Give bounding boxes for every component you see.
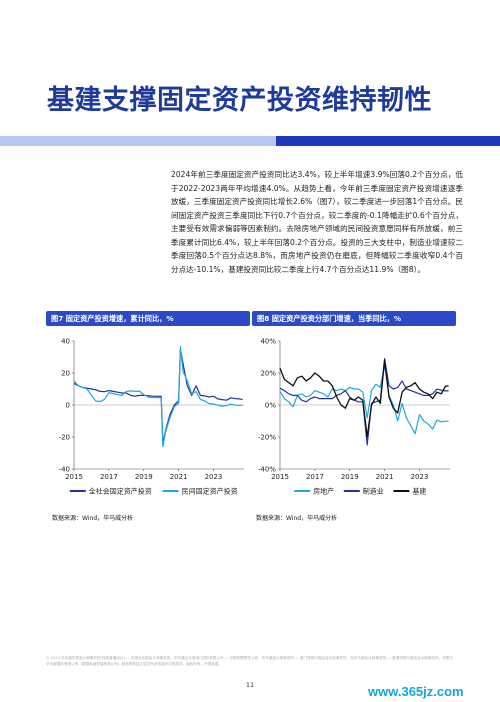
figure-7-chart: -40 -20 0 20 40 2015 2017 2019 2021 2023 全社会固定资产投资… — [59, 338, 244, 496]
y-tick-label: -20 — [59, 434, 70, 442]
y-tick-label: -40% — [258, 466, 276, 474]
title-rule-light — [0, 136, 276, 146]
figure-8-chart: -40% -20% 0% 20% 40% 2015 2017 2019 2021 2023 房地产 制… — [258, 338, 450, 496]
page-title: 基建支撑固定资产投资维持韧性 — [47, 85, 432, 116]
y-tick-label: 20% — [260, 370, 276, 378]
figure-8: 图8 固定资产投资分部门增速，当季同比，% -40% -20% 0% 20% 40% 20… — [252, 311, 456, 514]
series-line-3 — [279, 359, 449, 438]
figure-7-caption: 图7 固定资产投资增速，累计同比，% — [46, 311, 250, 326]
legend-label-2: 制造业 — [363, 487, 384, 496]
legal-footer: © 2024 毕马威华振会计师事务所(特殊普通合伙) — 中国合伙制会计师事务所… — [46, 656, 454, 666]
figure-8-caption: 图8 固定资产投资分部门增速，当季同比，% — [252, 311, 456, 326]
x-tick-label: 2019 — [341, 473, 359, 481]
series-line-1 — [73, 348, 243, 445]
x-tick-label: 2015 — [65, 473, 83, 481]
y-tick-label: -40 — [59, 466, 70, 474]
y-tick-label: 20 — [61, 370, 70, 378]
x-tick-label: 2017 — [306, 473, 324, 481]
legend-label-3: 基建 — [412, 487, 426, 496]
x-tick-label: 2021 — [376, 473, 394, 481]
watermark-text: www.365jz.com — [368, 684, 464, 699]
figure-7-source: 数据来源：Wind，毕马威分析 — [52, 515, 134, 522]
x-tick-label: 2023 — [411, 473, 429, 481]
y-tick-label: 40% — [260, 338, 276, 346]
legend-label-2: 民间固定资产投资 — [182, 487, 238, 496]
y-tick-label: -20% — [258, 434, 276, 442]
legend-label-1: 房地产 — [313, 487, 334, 496]
title-rule-dark — [276, 136, 500, 146]
figure-7: 图7 固定资产投资增速，累计同比，% -40 -20 0 20 40 2015 2017 20… — [46, 311, 250, 514]
y-tick-label: 0% — [265, 402, 276, 410]
x-tick-label: 2015 — [271, 473, 289, 481]
y-tick-label: 0 — [66, 402, 70, 410]
x-tick-label: 2023 — [205, 473, 223, 481]
x-tick-label: 2017 — [100, 473, 118, 481]
page-number: 11 — [245, 681, 255, 689]
series-line-1 — [279, 364, 449, 435]
x-tick-label: 2019 — [135, 473, 153, 481]
figure-8-source: 数据来源：Wind，毕马威分析 — [256, 515, 338, 522]
legend-label-1: 全社会固定资产投资 — [89, 487, 152, 496]
series-line-2 — [73, 346, 243, 448]
body-paragraph: 2024年前三季度固定资产投资同比达3.4%，较上半年增速3.9%回落0.2个百… — [171, 170, 463, 274]
x-tick-label: 2021 — [170, 473, 188, 481]
y-tick-label: 40 — [61, 338, 70, 346]
